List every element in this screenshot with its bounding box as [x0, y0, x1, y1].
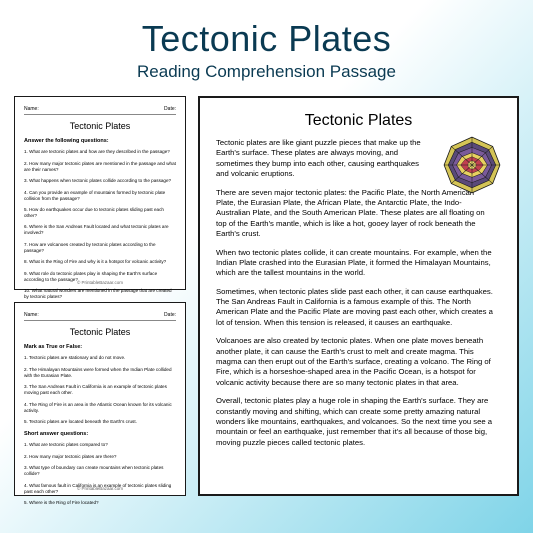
left-column: Name: Date: Tectonic Plates Answer the f… — [14, 96, 186, 496]
para-3: When two tectonic plates collide, it can… — [216, 248, 501, 279]
question-item: 8. What is the Ring of Fire and why is i… — [24, 259, 176, 265]
sheet1-question-list: 1. What are tectonic plates and how are … — [24, 149, 176, 300]
question-item: 3. What happens when tectonic plates col… — [24, 178, 176, 184]
tf-item: 3. The San Andreas Fault in California i… — [24, 384, 176, 396]
name-label: Name: — [24, 105, 39, 113]
tf-item: 2. The Himalayan Mountains were formed w… — [24, 367, 176, 379]
date-label: Date: — [164, 105, 176, 113]
main-passage: Tectonic Plates Tectonic plates are like… — [198, 96, 519, 496]
question-item: 1. What are tectonic plates and how are … — [24, 149, 176, 155]
worksheet-questions: Name: Date: Tectonic Plates Answer the f… — [14, 96, 186, 290]
para-5: Volcanoes are also created by tectonic p… — [216, 336, 501, 388]
short-answer-item: 2. How many major tectonic plates are th… — [24, 454, 176, 460]
question-item: 7. How are volcanoes created by tectonic… — [24, 242, 176, 254]
tf-item: 5. Tectonic plates are located beneath t… — [24, 419, 176, 425]
sheet1-instruction: Answer the following questions: — [24, 137, 176, 146]
para-4: Sometimes, when tectonic plates slide pa… — [216, 287, 501, 329]
worksheet-truefalse: Name: Date: Tectonic Plates Mark as True… — [14, 302, 186, 496]
question-item: 10. What natural wonders are mentioned i… — [24, 288, 176, 300]
sheet1-title: Tectonic Plates — [24, 119, 176, 133]
sheet2-tf-list: 1. Tectonic plates are stationary and do… — [24, 355, 176, 425]
tf-item: 1. Tectonic plates are stationary and do… — [24, 355, 176, 361]
question-item: 4. Can you provide an example of mountai… — [24, 190, 176, 202]
tf-item: 4. The Ring of Fire is an area in the At… — [24, 402, 176, 414]
sheet2-short-list: 1. What are tectonic plates compared to?… — [24, 442, 176, 506]
page-title: Tectonic Plates — [0, 18, 533, 60]
sheet2-footer: © PrintableBazaar.com — [15, 485, 185, 492]
name-label: Name: — [24, 311, 39, 319]
short-answer-item: 1. What are tectonic plates compared to? — [24, 442, 176, 448]
header: Tectonic Plates Reading Comprehension Pa… — [0, 0, 533, 82]
short-answer-item: 3. What type of boundary can create moun… — [24, 465, 176, 477]
date-label: Date: — [164, 311, 176, 319]
content-area: Name: Date: Tectonic Plates Answer the f… — [0, 96, 533, 496]
sheet1-footer: © PrintableBazaar.com — [15, 279, 185, 286]
short-answer-item: 5. Where is the Ring of Fire located? — [24, 500, 176, 506]
plate-diagram-icon — [441, 134, 503, 196]
passage-title: Tectonic Plates — [216, 112, 501, 130]
question-item: 5. How do earthquakes occur due to tecto… — [24, 207, 176, 219]
sheet2-section1: Mark as True or False: — [24, 343, 176, 352]
sheet2-header: Name: Date: — [24, 311, 176, 321]
para-6: Overall, tectonic plates play a huge rol… — [216, 396, 501, 448]
page-subtitle: Reading Comprehension Passage — [0, 62, 533, 82]
question-item: 6. Where is the San Andreas Fault locate… — [24, 224, 176, 236]
sheet1-header: Name: Date: — [24, 105, 176, 115]
sheet2-section2: Short answer questions: — [24, 430, 176, 439]
sheet2-title: Tectonic Plates — [24, 325, 176, 339]
question-item: 2. How many major tectonic plates are me… — [24, 161, 176, 173]
